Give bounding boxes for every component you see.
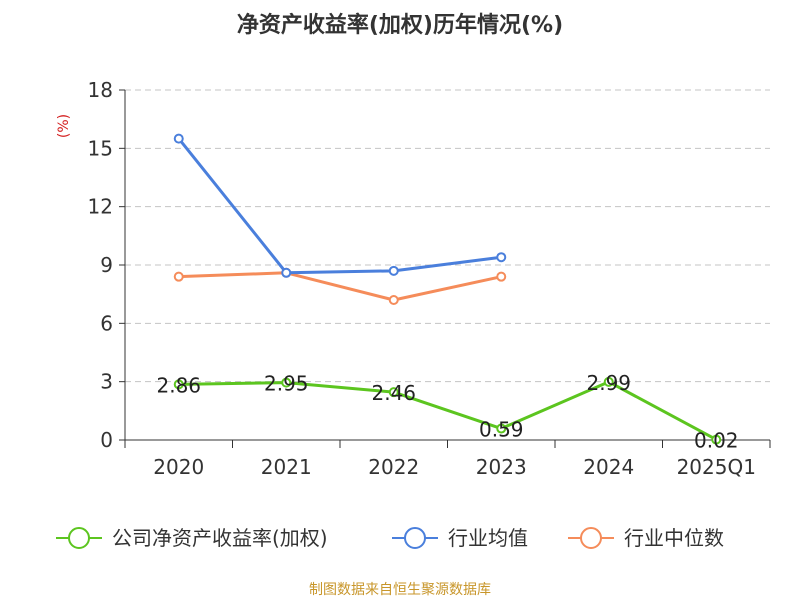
chart-title: 净资产收益率(加权)历年情况(%) — [237, 12, 563, 38]
data-label: 2.95 — [264, 372, 309, 396]
y-tick-label: 12 — [88, 195, 113, 219]
x-tick-label: 2021 — [261, 455, 312, 479]
data-point-0-2 — [388, 387, 399, 398]
series-line-2 — [178, 271, 502, 302]
data-point-0-4 — [603, 376, 614, 387]
legend-marker-1 — [404, 527, 426, 549]
data-point-0-3 — [496, 423, 507, 434]
gridlines — [125, 89, 770, 383]
series-line-0 — [178, 380, 717, 441]
data-label: 0.59 — [479, 418, 524, 442]
legend-marker-0 — [68, 527, 90, 549]
data-label: 2.99 — [586, 371, 631, 395]
x-tick-label: 2023 — [476, 455, 527, 479]
data-label: 0.02 — [694, 429, 739, 453]
y-tick-label: 9 — [100, 253, 113, 277]
data-point-1-0 — [173, 133, 184, 144]
series — [173, 133, 722, 445]
data-point-1-1 — [281, 267, 292, 278]
data-point-2-2 — [388, 295, 399, 305]
y-axis-unit: (%) — [56, 114, 72, 138]
axes: 0 3 6 9 12 15 18 2020 2021 2022 2023 2024 2025Q1 — [88, 78, 771, 479]
data-label: 2.46 — [371, 381, 416, 405]
y-tick-label: 15 — [88, 136, 113, 160]
y-tick-label: 6 — [100, 311, 113, 335]
data-labels: 2.86 2.95 2.46 0.59 2.99 0.02 — [156, 371, 738, 453]
data-point-1-3 — [496, 252, 507, 263]
y-tick-label: 18 — [88, 78, 113, 102]
data-point-1-2 — [388, 265, 399, 276]
data-point-2-3 — [496, 271, 507, 282]
data-point-2-0 — [173, 271, 184, 282]
y-tick-label: 3 — [100, 370, 113, 394]
x-tick-label: 2022 — [368, 455, 419, 479]
data-point-0-1 — [281, 377, 292, 388]
data-point-0-0 — [173, 379, 184, 390]
legend-label-0: 公司净资产收益率(加权) — [112, 526, 328, 550]
legend-marker-2 — [580, 527, 602, 549]
data-point-0-5 — [711, 434, 722, 445]
x-tick-label: 2020 — [153, 455, 204, 479]
y-tick-label: 0 — [100, 428, 113, 452]
x-tick-label: 2024 — [583, 455, 634, 479]
legend: 公司净资产收益率(加权) 行业均值 行业中位数 — [56, 526, 724, 550]
source-note: 制图数据来自恒生聚源数据库 — [309, 582, 491, 598]
legend-label-1: 行业均值 — [448, 526, 528, 550]
series-line-1 — [177, 137, 502, 275]
legend-label-2: 行业中位数 — [624, 526, 724, 550]
x-tick-label: 2025Q1 — [677, 455, 756, 479]
data-label: 2.86 — [156, 373, 201, 397]
